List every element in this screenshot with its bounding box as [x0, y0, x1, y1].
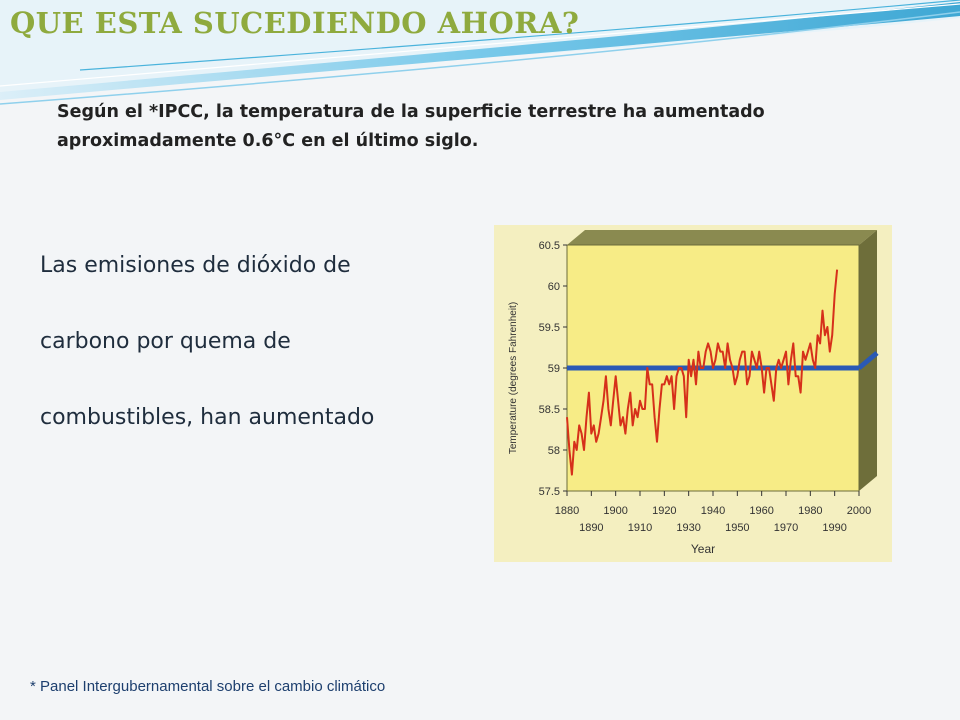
reference-line-side: [857, 351, 879, 370]
y-tick-label: 60.5: [539, 240, 560, 252]
x-tick-label: 1950: [725, 522, 749, 534]
x-tick-label: 1890: [579, 522, 603, 534]
x-tick-label: 2000: [847, 505, 871, 517]
body-text: Las emisiones de dióxido de carbono por …: [40, 246, 460, 474]
body-line: carbono por quema de: [40, 329, 291, 354]
body-line: combustibles, han aumentado: [40, 405, 375, 430]
body-line: Las emisiones de dióxido de: [40, 253, 351, 278]
x-tick-label: 1900: [603, 505, 627, 517]
x-tick-label: 1880: [555, 505, 579, 517]
intro-text: Según el *IPCC, la temperatura de la sup…: [57, 102, 765, 151]
x-axis-label: Year: [691, 542, 715, 556]
plot-top-face: [567, 230, 877, 245]
x-tick-label: 1960: [749, 505, 773, 517]
x-tick-label: 1920: [652, 505, 676, 517]
y-tick-label: 59: [548, 363, 560, 375]
x-tick-label: 1930: [676, 522, 700, 534]
x-tick-label: 1940: [701, 505, 725, 517]
temperature-chart: 57.5 58 58.5 59 59.5 60 60.5 1880 1900 1920 1940 19…: [494, 225, 892, 562]
x-tick-label: 1990: [822, 522, 846, 534]
slide-title: QUE ESTA SUCEDIENDO AHORA?: [10, 6, 580, 40]
x-tick-label: 1980: [798, 505, 822, 517]
y-tick-label: 60: [548, 281, 560, 293]
temperature-series-line: [566, 269, 839, 476]
y-axis-label: Temperature (degrees Fahrenheit): [508, 302, 519, 454]
y-tick-label: 58: [548, 445, 560, 457]
y-tick-label: 58.5: [539, 404, 560, 416]
header-swoosh-decoration: [0, 0, 960, 105]
y-tick-label: 57.5: [539, 486, 560, 498]
x-tick-label: 1970: [774, 522, 798, 534]
y-tick-label: 59.5: [539, 322, 560, 334]
x-tick-label: 1910: [628, 522, 652, 534]
footnote: * Panel Intergubernamental sobre el camb…: [30, 678, 386, 695]
